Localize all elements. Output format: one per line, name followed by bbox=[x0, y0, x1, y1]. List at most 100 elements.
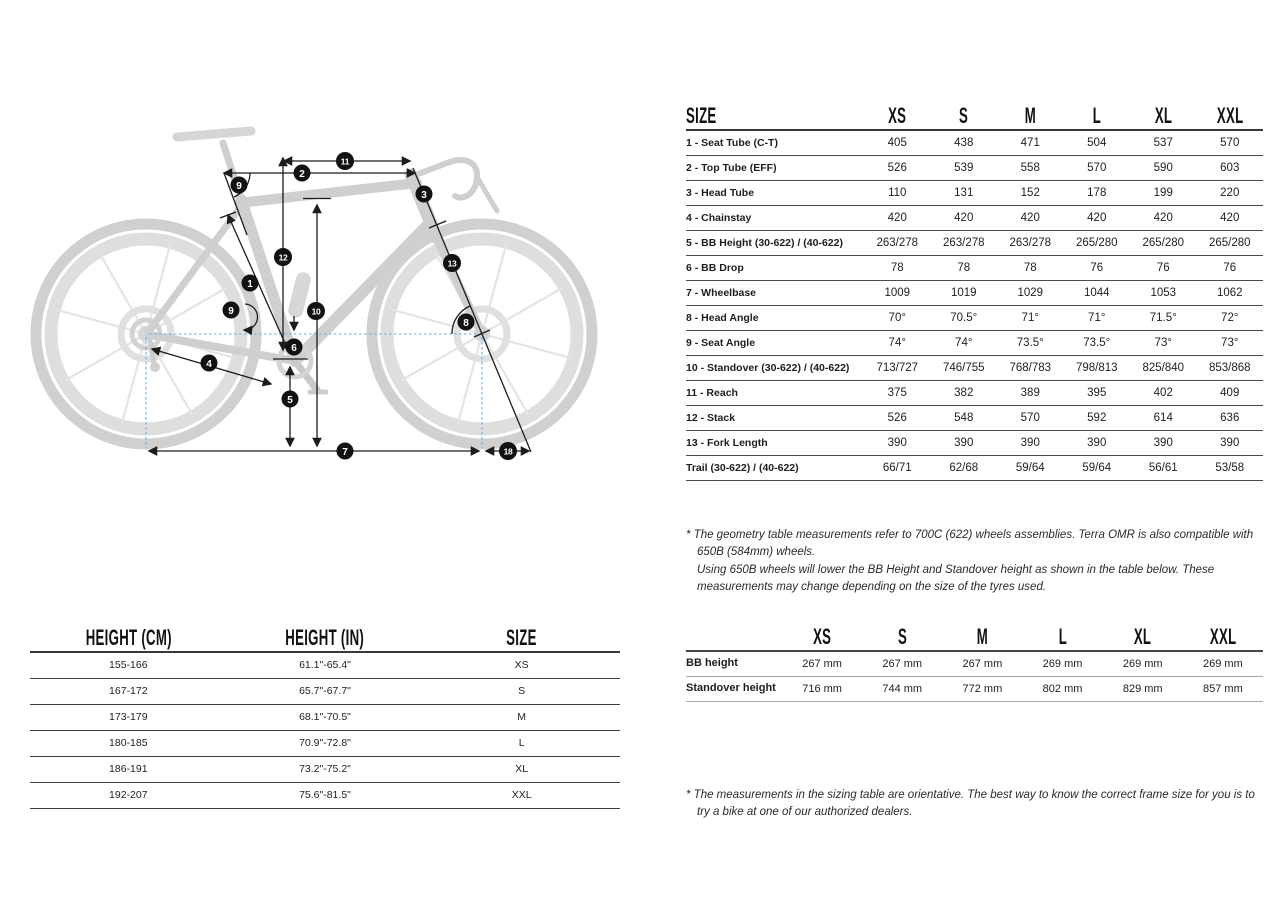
cell: 71° bbox=[1088, 311, 1106, 324]
cell: 70.5° bbox=[950, 311, 978, 324]
column-header: L bbox=[1063, 103, 1130, 131]
badge-stack: 12 bbox=[274, 248, 292, 266]
cell: 269 mm bbox=[1203, 657, 1243, 670]
svg-text:6: 6 bbox=[291, 343, 297, 354]
cell: 65.7"-67.7" bbox=[299, 685, 351, 697]
cell: 798/813 bbox=[1075, 361, 1118, 374]
seat-angle-direction-arrow bbox=[242, 303, 259, 336]
rider-height-table-section: HEIGHT (CM) HEIGHT (IN) SIZE 155-166 61.1"-6… bbox=[30, 624, 620, 809]
cell: 265/280 bbox=[1208, 236, 1251, 249]
cell: 71° bbox=[1021, 311, 1039, 324]
table-row: Standover height 716 mm 744 mm 772 mm 802 mm… bbox=[686, 676, 1263, 701]
cell: 716 mm bbox=[802, 682, 842, 695]
svg-text:13: 13 bbox=[448, 259, 457, 269]
cell: 269 mm bbox=[1042, 657, 1083, 670]
cell: 78 bbox=[890, 261, 904, 274]
row-label: BB height bbox=[686, 657, 738, 669]
row-label: 9 - Seat Angle bbox=[686, 336, 756, 349]
cell: 1019 bbox=[950, 286, 977, 299]
cell: 636 bbox=[1220, 411, 1240, 424]
cell: 395 bbox=[1087, 386, 1107, 399]
cell: 390 bbox=[887, 436, 907, 449]
badge-top-tube: 2 bbox=[293, 164, 311, 182]
table-row: 8 - Head Angle 70° 70.5° 71° 71° 71.5° 72° bbox=[686, 305, 1263, 330]
table-row: BB height 267 mm 267 mm 267 mm 269 mm 269 mm 2… bbox=[686, 651, 1263, 677]
cell: 405 bbox=[887, 136, 907, 149]
column-header: XS bbox=[782, 624, 863, 652]
table-row: 12 - Stack 526 548 570 592 614 636 bbox=[686, 405, 1263, 430]
row-label: 11 - Reach bbox=[686, 386, 738, 399]
svg-text:3: 3 bbox=[421, 190, 427, 201]
table-row: 3 - Head Tube 110 131 152 178 199 220 bbox=[686, 180, 1263, 205]
table-row: 10 - Standover (30-622) / (40-622) 713/72… bbox=[686, 355, 1263, 380]
cell: 390 bbox=[954, 436, 974, 449]
table-header-row: SIZE XS S M L XL XXL bbox=[686, 103, 1263, 131]
row-label: 4 - Chainstay bbox=[686, 211, 752, 224]
geometry-table: SIZE XS S M L XL XXL 1 - Seat Tube (C-T) 405 438 4… bbox=[686, 103, 1263, 481]
head-angle-arc bbox=[451, 305, 471, 335]
cell: 173-179 bbox=[109, 711, 148, 723]
cell: 537 bbox=[1153, 136, 1173, 149]
cell: 390 bbox=[1220, 436, 1240, 449]
cell: 74° bbox=[955, 336, 973, 349]
row-label: 5 - BB Height (30-622) / (40-622) bbox=[686, 236, 843, 249]
svg-text:1: 1 bbox=[247, 279, 253, 290]
row-label: Trail (30-622) / (40-622) bbox=[686, 461, 799, 474]
row-label: 2 - Top Tube (EFF) bbox=[686, 161, 777, 174]
cell: 570 bbox=[1220, 136, 1240, 149]
table-row: 13 - Fork Length 390 390 390 390 390 390 bbox=[686, 430, 1263, 455]
cell: 152 bbox=[1020, 186, 1040, 199]
column-header-label: XL bbox=[1133, 624, 1152, 649]
column-header-label: XL bbox=[1154, 103, 1172, 128]
table-row: 4 - Chainstay 420 420 420 420 420 420 bbox=[686, 205, 1263, 230]
cell: 504 bbox=[1087, 136, 1107, 149]
cell: 73.5° bbox=[1083, 336, 1111, 349]
cell: 78 bbox=[1023, 261, 1037, 274]
measurement-badges: 1 2 3 4 5 6 7 8 9 9 10 11 12 13 18 bbox=[200, 152, 517, 460]
table-row: 180-185 70.9"-72.8" L bbox=[30, 730, 620, 756]
column-header: HEIGHT (IN) bbox=[226, 624, 424, 653]
cell: 857 mm bbox=[1203, 682, 1243, 695]
cell: 420 bbox=[1220, 211, 1240, 224]
cell: 1009 bbox=[884, 286, 911, 299]
table-row: 167-172 65.7"-67.7" S bbox=[30, 678, 620, 704]
cell: 73° bbox=[1154, 336, 1172, 349]
svg-text:10: 10 bbox=[312, 307, 321, 317]
cell: 73.2"-75.2" bbox=[299, 763, 351, 775]
cell: 74° bbox=[888, 336, 906, 349]
badge-head-angle: 8 bbox=[457, 313, 475, 331]
row-label: 1 - Seat Tube (C-T) bbox=[686, 136, 778, 149]
column-header-label: S bbox=[897, 624, 907, 649]
cell: 59/64 bbox=[1015, 461, 1045, 474]
cell: 59/64 bbox=[1082, 461, 1112, 474]
table-row: 2 - Top Tube (EFF) 526 539 558 570 590 603 bbox=[686, 155, 1263, 180]
table-row: 11 - Reach 375 382 389 395 402 409 bbox=[686, 380, 1263, 405]
wheel-650b-table: XS S M L XL XXL BB height 267 mm 267 mm 267 mm 269… bbox=[686, 624, 1263, 702]
cell: 382 bbox=[954, 386, 974, 399]
cell: 73.5° bbox=[1016, 336, 1044, 349]
cell: 269 mm bbox=[1122, 657, 1163, 670]
cell: 420 bbox=[954, 211, 974, 224]
rider-height-table: HEIGHT (CM) HEIGHT (IN) SIZE 155-166 61.1"-6… bbox=[30, 624, 620, 809]
cell: 199 bbox=[1153, 186, 1173, 199]
cell: 267 mm bbox=[962, 657, 1003, 670]
cell: 420 bbox=[1020, 211, 1040, 224]
badge-head-tube: 3 bbox=[415, 185, 433, 203]
table-row: 5 - BB Height (30-622) / (40-622) 263/278… bbox=[686, 230, 1263, 255]
badge-bb-height: 5 bbox=[281, 390, 299, 408]
column-header: SIZE bbox=[423, 624, 620, 653]
cell: 558 bbox=[1020, 161, 1040, 174]
fork-crown-tick bbox=[428, 220, 447, 229]
badge-seat-tube: 1 bbox=[241, 274, 259, 292]
cell: XS bbox=[514, 659, 529, 672]
column-header: HEIGHT (CM) bbox=[30, 624, 227, 653]
row-label: 13 - Fork Length bbox=[686, 436, 768, 449]
badge-chainstay: 4 bbox=[200, 354, 218, 372]
row-label: 6 - BB Drop bbox=[686, 261, 744, 274]
table-row: 186-191 73.2"-75.2" XL bbox=[30, 756, 620, 782]
cell: 526 bbox=[887, 161, 907, 174]
cell: 56/61 bbox=[1148, 461, 1178, 474]
badge-trail: 18 bbox=[499, 442, 517, 460]
cell: 420 bbox=[887, 211, 907, 224]
table-row: Trail (30-622) / (40-622) 66/71 62/68 59/64… bbox=[686, 455, 1263, 480]
